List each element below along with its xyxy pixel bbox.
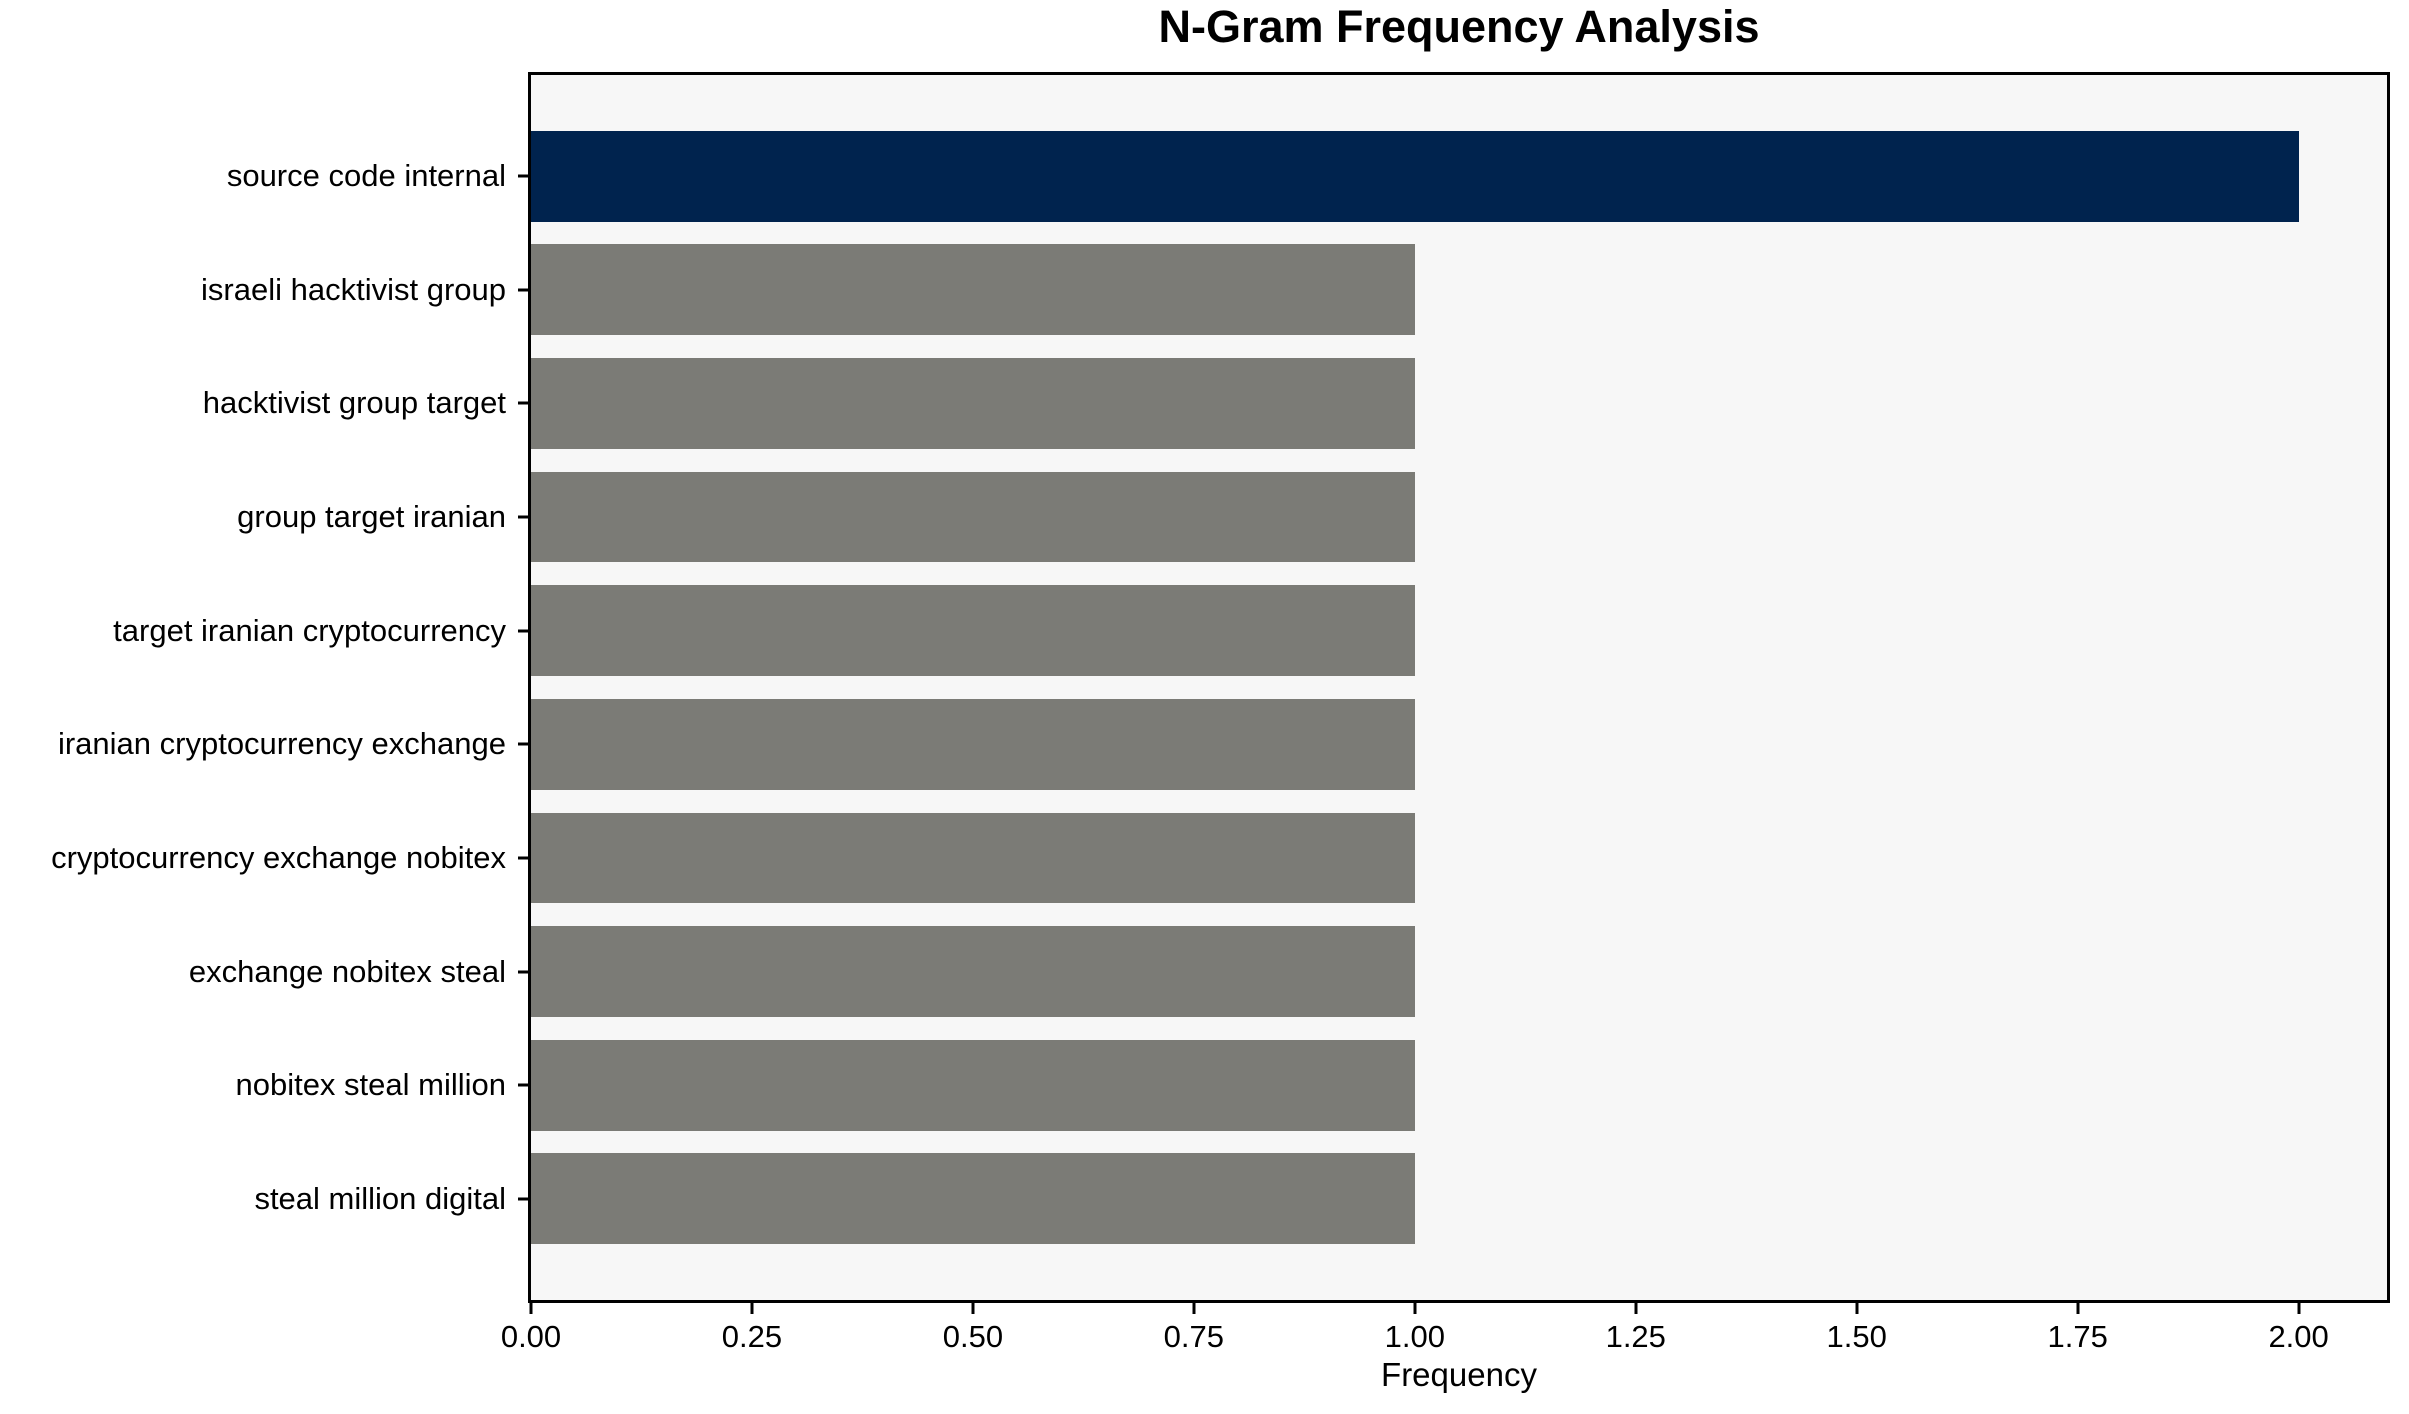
y-tick-label: israeli hacktivist group <box>201 271 506 307</box>
x-axis-label: Frequency <box>1381 1356 1537 1393</box>
x-tick-mark <box>2076 1303 2080 1314</box>
bar-4 <box>531 471 1415 563</box>
y-tick-label: source code internal <box>226 158 506 194</box>
x-tick-mark <box>750 1303 754 1314</box>
y-tick-label: hacktivist group target <box>202 385 506 421</box>
y-tick-label: steal million digital <box>254 1180 506 1216</box>
y-tick-label: group target iranian <box>237 499 506 535</box>
x-tick-label: 0.25 <box>721 1319 783 1354</box>
x-tick-label: 0.50 <box>942 1319 1004 1354</box>
bar-1 <box>531 130 2299 222</box>
x-tick-mark <box>529 1303 533 1314</box>
y-tick-mark <box>518 742 528 746</box>
x-tick-mark <box>971 1303 975 1314</box>
x-tick-label: 1.00 <box>1384 1319 1445 1354</box>
x-tick-label: 0.00 <box>500 1319 562 1354</box>
y-tick-mark <box>518 515 528 519</box>
bar-6 <box>531 698 1415 790</box>
y-tick-label: exchange nobitex steal <box>188 953 506 989</box>
y-tick-label: cryptocurrency exchange nobitex <box>51 839 506 875</box>
bar-2 <box>531 244 1415 336</box>
x-tick-mark <box>2297 1303 2301 1314</box>
x-tick-mark <box>1634 1303 1638 1314</box>
bar-8 <box>531 926 1415 1018</box>
x-tick-label: 1.50 <box>1826 1319 1887 1354</box>
x-tick-label: 2.00 <box>2268 1319 2329 1354</box>
bar-10 <box>531 1153 1415 1245</box>
y-tick-mark <box>518 288 528 292</box>
x-tick-label: 0.75 <box>1163 1319 1225 1354</box>
x-tick-mark <box>1413 1303 1417 1314</box>
x-tick-mark <box>1855 1303 1859 1314</box>
x-tick-mark <box>1192 1303 1196 1314</box>
chart-title: N-Gram Frequency Analysis <box>1158 1 1760 52</box>
bar-3 <box>531 357 1415 449</box>
y-tick-mark <box>518 856 528 860</box>
y-tick-label: iranian cryptocurrency exchange <box>57 726 506 762</box>
y-tick-mark <box>518 970 528 974</box>
bar-9 <box>531 1039 1415 1131</box>
bar-7 <box>531 812 1415 904</box>
x-tick-label: 1.25 <box>1605 1319 1666 1354</box>
x-tick-label: 1.75 <box>2047 1319 2108 1354</box>
plot-area <box>528 72 2390 1303</box>
y-tick-mark <box>518 174 528 178</box>
y-tick-mark <box>518 1083 528 1087</box>
y-tick-label: nobitex steal million <box>235 1067 506 1103</box>
bar-5 <box>531 585 1415 677</box>
y-tick-mark <box>518 629 528 633</box>
y-tick-mark <box>518 1197 528 1201</box>
y-tick-label: target iranian cryptocurrency <box>113 612 506 648</box>
y-tick-mark <box>518 401 528 405</box>
